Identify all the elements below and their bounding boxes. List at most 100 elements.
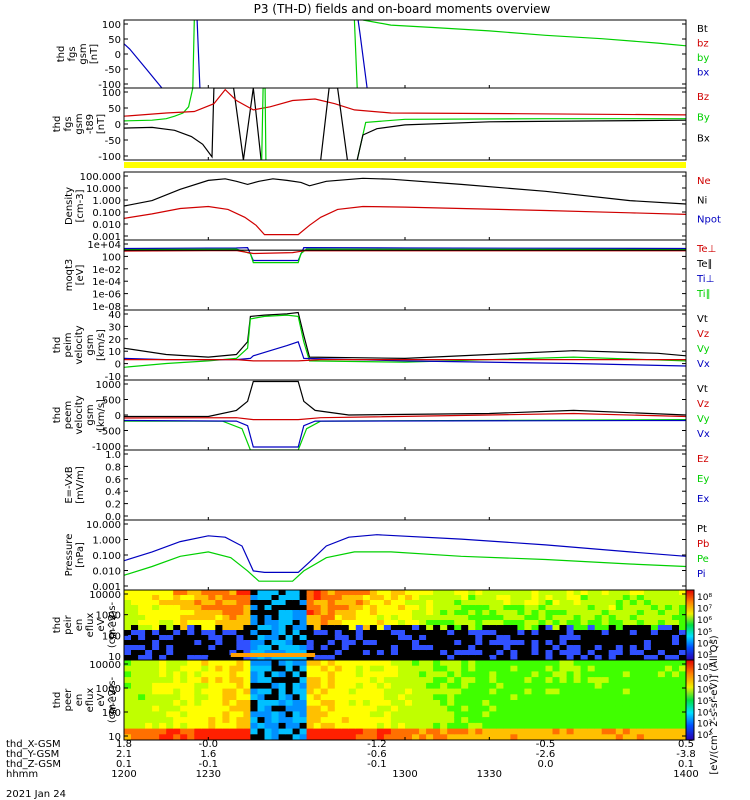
spectrogram-cell xyxy=(124,677,132,684)
spectrogram-cell xyxy=(264,655,273,660)
spectrogram-cell xyxy=(580,600,589,606)
spectrogram-cell xyxy=(257,650,266,656)
y-tick-label: 0.6 xyxy=(105,475,121,486)
spectrogram-cell xyxy=(510,705,518,712)
spectrogram-cell xyxy=(398,650,406,656)
spectrogram-cell xyxy=(679,711,686,718)
spectrogram-cell xyxy=(355,682,364,690)
colorbar-tick-label: 10² xyxy=(697,731,712,741)
spectrogram-cell xyxy=(398,615,406,621)
spectrogram-cell xyxy=(355,620,364,626)
spectrogram-cell xyxy=(517,605,525,611)
spectrogram-cell xyxy=(131,711,139,718)
spectrogram-cell xyxy=(531,605,540,611)
spectrogram-cell xyxy=(454,590,462,596)
spectrogram-cell xyxy=(601,711,610,718)
y-tick-label: 500 xyxy=(102,396,121,407)
spectrogram-cell xyxy=(657,630,666,636)
spectrogram-cell xyxy=(679,700,686,707)
spectrogram-cell xyxy=(433,700,441,707)
spectrogram-cell xyxy=(629,640,638,646)
spectrogram-cell xyxy=(334,650,343,656)
spectrogram-cell xyxy=(594,645,603,651)
spectrogram-cell xyxy=(180,660,188,667)
spectrogram-cell xyxy=(587,630,596,636)
spectrogram-cell xyxy=(552,630,561,636)
spectrogram-cell xyxy=(166,630,174,636)
spectrogram-cell xyxy=(580,665,589,672)
spectrogram-cell xyxy=(159,605,167,611)
spectrogram-cell xyxy=(496,630,504,636)
spectrogram-cell xyxy=(566,711,575,718)
spectrogram-cell xyxy=(306,682,315,690)
spectrogram-cell xyxy=(257,605,266,611)
spectrogram-cell xyxy=(510,671,518,678)
spectrogram-cell xyxy=(489,595,497,601)
spectrogram-cell xyxy=(264,734,273,740)
spectrogram-cell xyxy=(433,620,441,626)
spectrogram-cell xyxy=(145,630,153,636)
y-axis-label: eV xyxy=(96,693,107,706)
spectrogram-cell xyxy=(201,665,209,672)
spectrogram-cell xyxy=(461,650,469,656)
spectrogram-cell xyxy=(608,610,617,616)
spectrogram-cell xyxy=(187,600,195,606)
spectrogram-cell xyxy=(166,655,174,660)
spectrogram-cell xyxy=(664,682,673,690)
spectrogram-cell xyxy=(369,660,378,667)
spectrogram-cell xyxy=(208,645,216,651)
spectrogram-cell xyxy=(243,665,251,672)
spectrogram-cell xyxy=(517,645,525,651)
spectrogram-cell xyxy=(419,650,427,656)
spectrogram-cell xyxy=(552,620,561,626)
spectrogram-cell xyxy=(341,620,350,626)
spectrogram-cell xyxy=(672,711,680,718)
spectrogram-cell xyxy=(194,645,202,651)
spectrogram-cell xyxy=(468,711,476,718)
spectrogram-cell xyxy=(672,660,680,667)
spectrogram-cell xyxy=(664,625,673,631)
spectrogram-cell xyxy=(138,605,146,611)
spectrogram-cell xyxy=(306,705,315,712)
spectrogram-cell xyxy=(215,694,223,701)
spectrogram-cell xyxy=(285,625,294,631)
spectrogram-cell xyxy=(327,717,336,724)
spectrogram-cell xyxy=(503,640,511,646)
spectrogram-cell xyxy=(433,605,441,611)
series-line xyxy=(192,20,195,88)
spectrogram-cell xyxy=(496,665,504,672)
spectrogram-cell xyxy=(461,660,469,667)
spectrogram-cell xyxy=(545,615,554,621)
spectrogram-cell xyxy=(348,705,357,712)
x-row-value: -0.6 xyxy=(367,749,387,760)
spectrogram-cell xyxy=(152,717,160,724)
spectrogram-cell xyxy=(503,600,511,606)
spectrogram-cell xyxy=(573,610,582,616)
spectrogram-cell xyxy=(594,605,603,611)
spectrogram-cell xyxy=(180,640,188,646)
spectrogram-cell xyxy=(383,677,392,684)
spectrogram-cell xyxy=(285,665,294,672)
spectrogram-cell xyxy=(208,722,216,730)
spectrogram-cell xyxy=(482,694,490,701)
spectrogram-cell xyxy=(292,610,301,616)
spectrogram-cell xyxy=(664,665,673,672)
spectrogram-cell xyxy=(187,682,195,690)
spectrogram-cell xyxy=(355,711,364,718)
spectrogram-cell xyxy=(194,728,202,735)
spectrogram-cell xyxy=(672,677,680,684)
spectrogram-cell xyxy=(376,605,385,611)
spectrogram-cell xyxy=(489,688,497,695)
spectrogram-cell xyxy=(615,677,624,684)
spectrogram-cell xyxy=(229,722,237,730)
spectrogram-cell xyxy=(327,600,336,606)
y-tick-label: -50 xyxy=(105,136,121,147)
spectrogram-cell xyxy=(194,620,202,626)
spectrogram-cell xyxy=(447,711,455,718)
spectrogram-cell xyxy=(650,682,659,690)
spectrogram-cell xyxy=(306,610,315,616)
x-row-value: 0.1 xyxy=(116,759,132,770)
spectrogram-cell xyxy=(236,665,244,672)
spectrogram-cell xyxy=(124,605,132,611)
spectrogram-cell xyxy=(608,665,617,672)
